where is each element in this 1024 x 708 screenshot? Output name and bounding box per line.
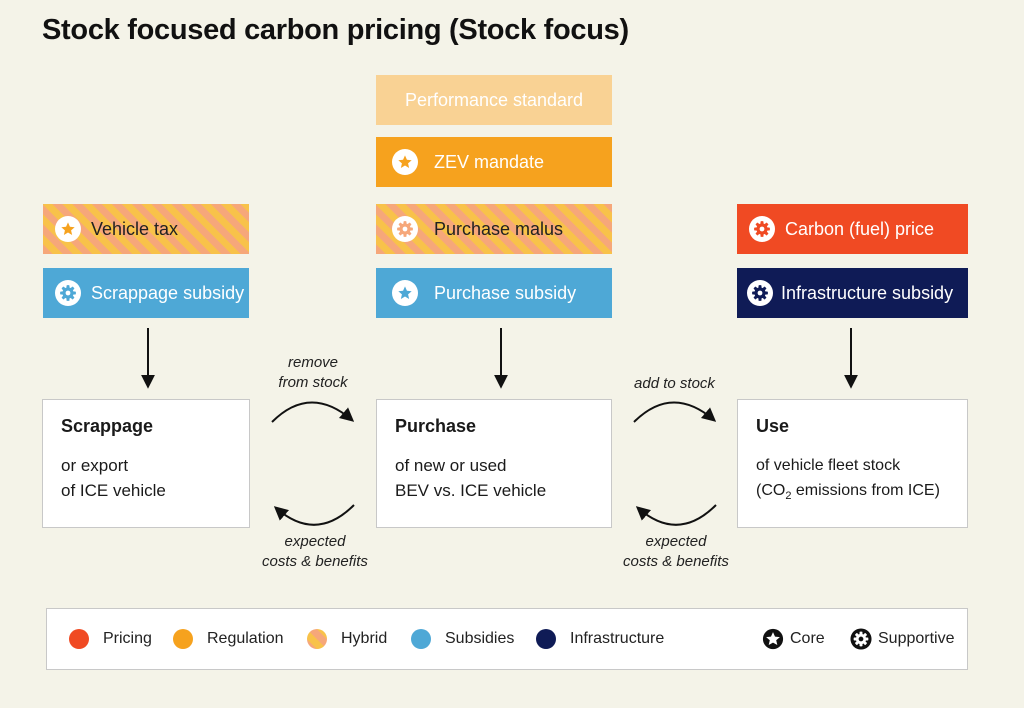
legend-regulation: Regulation (173, 609, 284, 669)
use-stage-box: Use of vehicle fleet stock (CO2 emission… (737, 399, 968, 528)
curved-arrow-remove (271, 401, 355, 423)
gear-icon (850, 628, 872, 650)
gear-icon (392, 216, 418, 242)
use-line2-pre: (CO (756, 482, 786, 499)
remove-line1: remove (287, 354, 339, 371)
expected-line2-left: costs & benefits (262, 553, 368, 570)
expected-costs-caption-right: expected costs & benefits (609, 532, 743, 572)
hybrid-swatch (307, 629, 327, 649)
scrappage-subsidy-label: Scrappage subsidy (91, 282, 245, 303)
curved-arrow-add (633, 401, 717, 423)
purchase-malus-tag: Purchase malus (376, 204, 612, 254)
use-line2: (CO2 emissions from ICE) (756, 478, 949, 509)
legend-supportive: Supportive (850, 609, 955, 669)
star-icon (392, 280, 418, 306)
purchase-subsidy-tag: Purchase subsidy (376, 268, 612, 318)
legend-core: Core (762, 609, 825, 669)
purchase-heading: Purchase (395, 416, 477, 436)
purchase-line2: BEV vs. ICE vehicle (395, 481, 547, 500)
zev-mandate-tag: ZEV mandate (376, 137, 612, 187)
use-heading: Use (756, 416, 790, 436)
legend-core-label: Core (790, 630, 825, 647)
star-icon (762, 628, 784, 650)
purchase-stage-box: Purchase of new or used BEV vs. ICE vehi… (376, 399, 612, 528)
legend-hybrid-label: Hybrid (341, 630, 388, 647)
pricing-swatch (69, 629, 89, 649)
legend-subsidies-label: Subsidies (445, 630, 515, 647)
legend-infrastructure: Infrastructure (536, 609, 664, 669)
vehicle-tax-tag: Vehicle tax (43, 204, 249, 254)
carbon-price-label: Carbon (fuel) price (785, 218, 935, 239)
star-icon (55, 216, 81, 242)
add-to-stock-caption: add to stock (612, 374, 737, 394)
legend-regulation-label: Regulation (207, 630, 284, 647)
scrappage-subsidy-tag: Scrappage subsidy (43, 268, 249, 318)
curved-arrow-expected-left (273, 504, 355, 526)
gear-icon (747, 280, 773, 306)
curved-arrow-expected-right (635, 504, 717, 526)
legend-infrastructure-label: Infrastructure (570, 630, 665, 647)
vehicle-tax-label: Vehicle tax (91, 218, 179, 239)
legend-pricing-label: Pricing (103, 630, 152, 647)
page-title: Stock focused carbon pricing (Stock focu… (42, 14, 629, 46)
remove-line2: from stock (278, 374, 348, 391)
legend-supportive-label: Supportive (878, 630, 955, 647)
performance-standard-label: Performance standard (404, 89, 584, 110)
legend-pricing: Pricing (69, 609, 152, 669)
scrappage-line2: of ICE vehicle (61, 481, 166, 500)
legend-hybrid: Hybrid (307, 609, 387, 669)
gear-icon (55, 280, 81, 306)
expected-line1-right: expected (645, 533, 707, 550)
regulation-swatch (173, 629, 193, 649)
performance-standard-tag: Performance standard (376, 75, 612, 125)
gear-icon (749, 216, 775, 242)
legend-subsidies: Subsidies (411, 609, 514, 669)
carbon-price-tag: Carbon (fuel) price (737, 204, 968, 254)
expected-line1-left: expected (284, 533, 346, 550)
zev-mandate-label: ZEV mandate (434, 151, 545, 172)
use-line2-post: emissions from ICE) (791, 482, 940, 499)
purchase-line1: of new or used (395, 456, 507, 475)
scrappage-heading: Scrappage (61, 416, 154, 436)
add-label: add to stock (634, 375, 715, 392)
expected-costs-caption-left: expected costs & benefits (248, 532, 382, 572)
infrastructure-swatch (536, 629, 556, 649)
legend: Pricing Regulation Hybrid Subsidies Infr… (46, 608, 968, 670)
infrastructure-subsidy-tag: Infrastructure subsidy (737, 268, 968, 318)
scrappage-stage-box: Scrappage or export of ICE vehicle (42, 399, 250, 528)
infrastructure-subsidy-label: Infrastructure subsidy (781, 282, 954, 303)
subsidies-swatch (411, 629, 431, 649)
scrappage-line1: or export (61, 456, 129, 475)
expected-line2-right: costs & benefits (623, 553, 729, 570)
star-icon (392, 149, 418, 175)
use-line2-sub: 2 (785, 490, 792, 503)
remove-from-stock-caption: remove from stock (258, 353, 368, 393)
use-line1: of vehicle fleet stock (756, 457, 901, 474)
purchase-subsidy-label: Purchase subsidy (434, 282, 577, 303)
purchase-malus-label: Purchase malus (434, 218, 564, 239)
